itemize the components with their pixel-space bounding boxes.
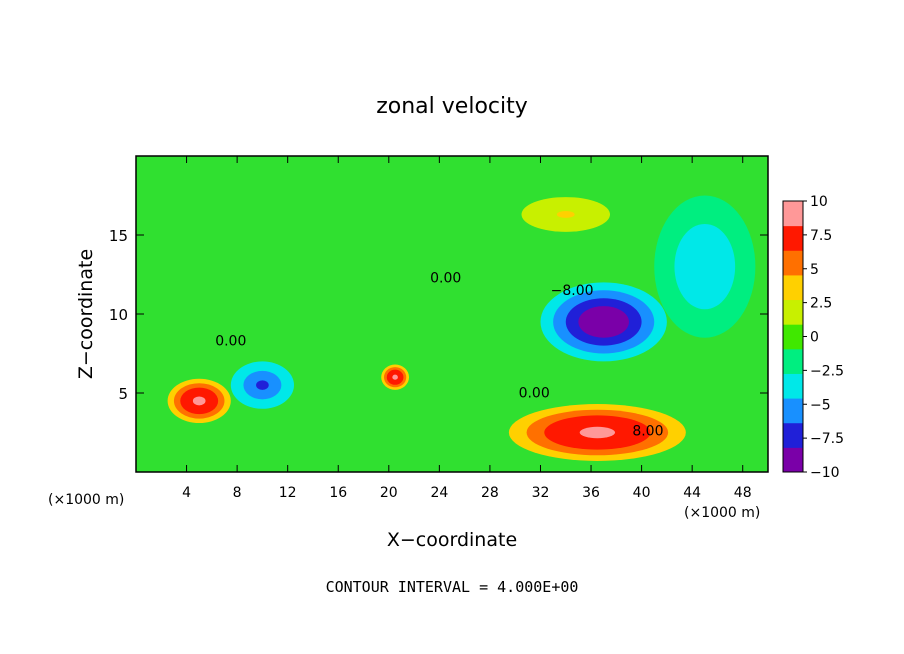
velocity-cell-3-ring-4 <box>579 426 616 439</box>
x-tick-label-44: 44 <box>683 485 701 501</box>
velocity-cell-1-ring-4 <box>392 374 398 380</box>
contour-label-2: 0.00 <box>519 386 550 402</box>
y-tick-label-10: 10 <box>109 306 128 324</box>
colorbar-swatch-3 <box>783 373 803 399</box>
colorbar-swatch-8 <box>783 250 803 276</box>
colorbar-swatch-2 <box>783 398 803 424</box>
colorbar-tick-label-8: −10 <box>810 465 840 481</box>
x-tick-label-4: 4 <box>182 485 191 501</box>
velocity-cell-0 <box>167 378 231 424</box>
y-tick-label-15: 15 <box>109 227 128 245</box>
x-tick-label-32: 32 <box>532 485 550 501</box>
colorbar-tick-label-2: 5 <box>810 262 819 278</box>
velocity-cell-4-ring-4 <box>256 380 269 390</box>
contour-label-0: 0.00 <box>430 270 461 286</box>
colorbar-tick-label-0: 10 <box>810 194 828 210</box>
colorbar-swatch-5 <box>783 324 803 350</box>
colorbar-tick-label-1: 7.5 <box>810 228 832 244</box>
chart-title: zonal velocity <box>376 94 528 119</box>
x-tick-label-24: 24 <box>430 485 448 501</box>
velocity-cell-3 <box>508 404 686 461</box>
colorbar-swatch-4 <box>783 348 803 374</box>
velocity-cell-5 <box>521 197 610 232</box>
x-unit-left: (×1000 m) <box>48 492 124 508</box>
x-tick-label-16: 16 <box>329 485 347 501</box>
contour-label-3: −8.00 <box>551 283 594 299</box>
velocity-cell-0-ring-4 <box>192 396 206 406</box>
velocity-cell-6 <box>654 195 756 338</box>
y-tick-label-5: 5 <box>118 385 128 403</box>
y-axis-label: Z−coordinate <box>75 249 97 379</box>
velocity-cell-6-ring-4 <box>694 252 715 281</box>
velocity-cell-4 <box>230 361 294 409</box>
colorbar-tick-label-3: 2.5 <box>810 296 832 312</box>
x-tick-label-36: 36 <box>582 485 600 501</box>
velocity-cell-2 <box>540 282 667 362</box>
x-tick-label-20: 20 <box>380 485 398 501</box>
velocity-cell-1 <box>381 364 410 390</box>
x-tick-label-12: 12 <box>279 485 297 501</box>
colorbar-tick-label-7: −7.5 <box>810 431 844 447</box>
contour-label-1: 0.00 <box>215 334 246 350</box>
x-tick-label-8: 8 <box>233 485 242 501</box>
colorbar-tick-label-4: 0 <box>810 330 819 346</box>
colorbar-swatch-1 <box>783 422 803 448</box>
x-tick-label-28: 28 <box>481 485 499 501</box>
contour-label-4: 8.00 <box>632 424 663 440</box>
x-tick-label-48: 48 <box>734 485 752 501</box>
velocity-cell-5-ring-4 <box>556 210 575 218</box>
velocity-cell-2-ring-4 <box>591 314 617 330</box>
x-axis-label: X−coordinate <box>387 529 517 551</box>
x-unit-right: (×1000 m) <box>684 505 760 521</box>
x-tick-label-40: 40 <box>633 485 651 501</box>
colorbar-tick-label-5: −2.5 <box>810 363 844 379</box>
colorbar-swatch-7 <box>783 274 803 301</box>
contour-interval-note: CONTOUR INTERVAL = 4.000E+00 <box>326 578 579 596</box>
colorbar-swatch-0 <box>783 447 803 473</box>
colorbar-swatch-9 <box>783 225 803 251</box>
colorbar-swatch-10 <box>783 201 803 227</box>
colorbar: 10 7.5 5 2.5 0 −2.5 −5 −7.5 −10 <box>782 194 844 481</box>
colorbar-swatch-6 <box>783 299 803 325</box>
colorbar-tick-label-6: −5 <box>810 397 831 413</box>
